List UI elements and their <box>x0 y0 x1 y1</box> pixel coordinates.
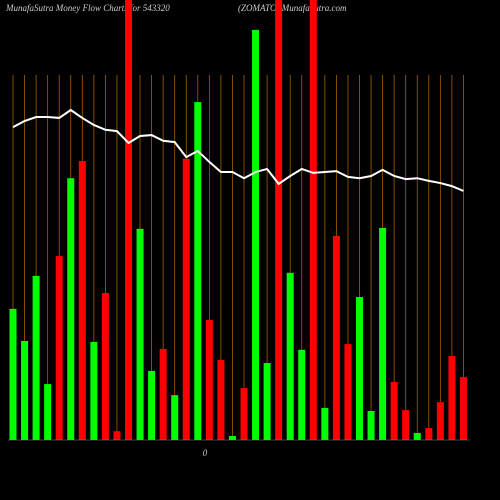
bar <box>78 161 86 441</box>
bar <box>263 363 271 440</box>
bar <box>344 344 352 440</box>
chart-title: MunafaSutra Money Flow Charts for 543320 <box>5 3 170 13</box>
bar <box>217 359 225 440</box>
bar <box>459 377 467 440</box>
bar <box>240 388 248 440</box>
bar <box>159 348 167 440</box>
bar <box>228 436 236 440</box>
bar <box>448 355 456 440</box>
bar <box>205 319 213 440</box>
x-axis-label: 0 <box>203 448 208 458</box>
bar <box>321 407 329 440</box>
bar <box>252 29 260 440</box>
bar <box>136 228 144 440</box>
bar <box>390 381 398 440</box>
bar <box>309 0 317 440</box>
bar <box>32 275 40 440</box>
bar <box>194 102 202 440</box>
bar <box>379 227 387 440</box>
bar <box>298 349 306 440</box>
bar <box>9 308 17 440</box>
bar <box>90 341 98 440</box>
bar <box>44 384 52 440</box>
bar <box>367 410 375 440</box>
bar <box>182 158 190 440</box>
bar <box>148 370 156 440</box>
bar <box>332 235 340 440</box>
bar <box>113 431 121 440</box>
bar <box>413 432 421 440</box>
bar <box>286 272 294 440</box>
price-line <box>12 108 464 192</box>
bar <box>356 297 363 440</box>
chart-subtitle: (ZOMATO) MunafaSutra.com <box>238 3 347 13</box>
bar <box>21 341 29 440</box>
bar <box>101 293 109 440</box>
bar <box>55 256 63 440</box>
bar <box>67 178 75 440</box>
bar <box>436 402 444 440</box>
bar <box>275 0 283 440</box>
bar <box>171 395 179 440</box>
bar <box>402 410 410 440</box>
bar <box>125 0 132 440</box>
bar <box>425 428 433 440</box>
